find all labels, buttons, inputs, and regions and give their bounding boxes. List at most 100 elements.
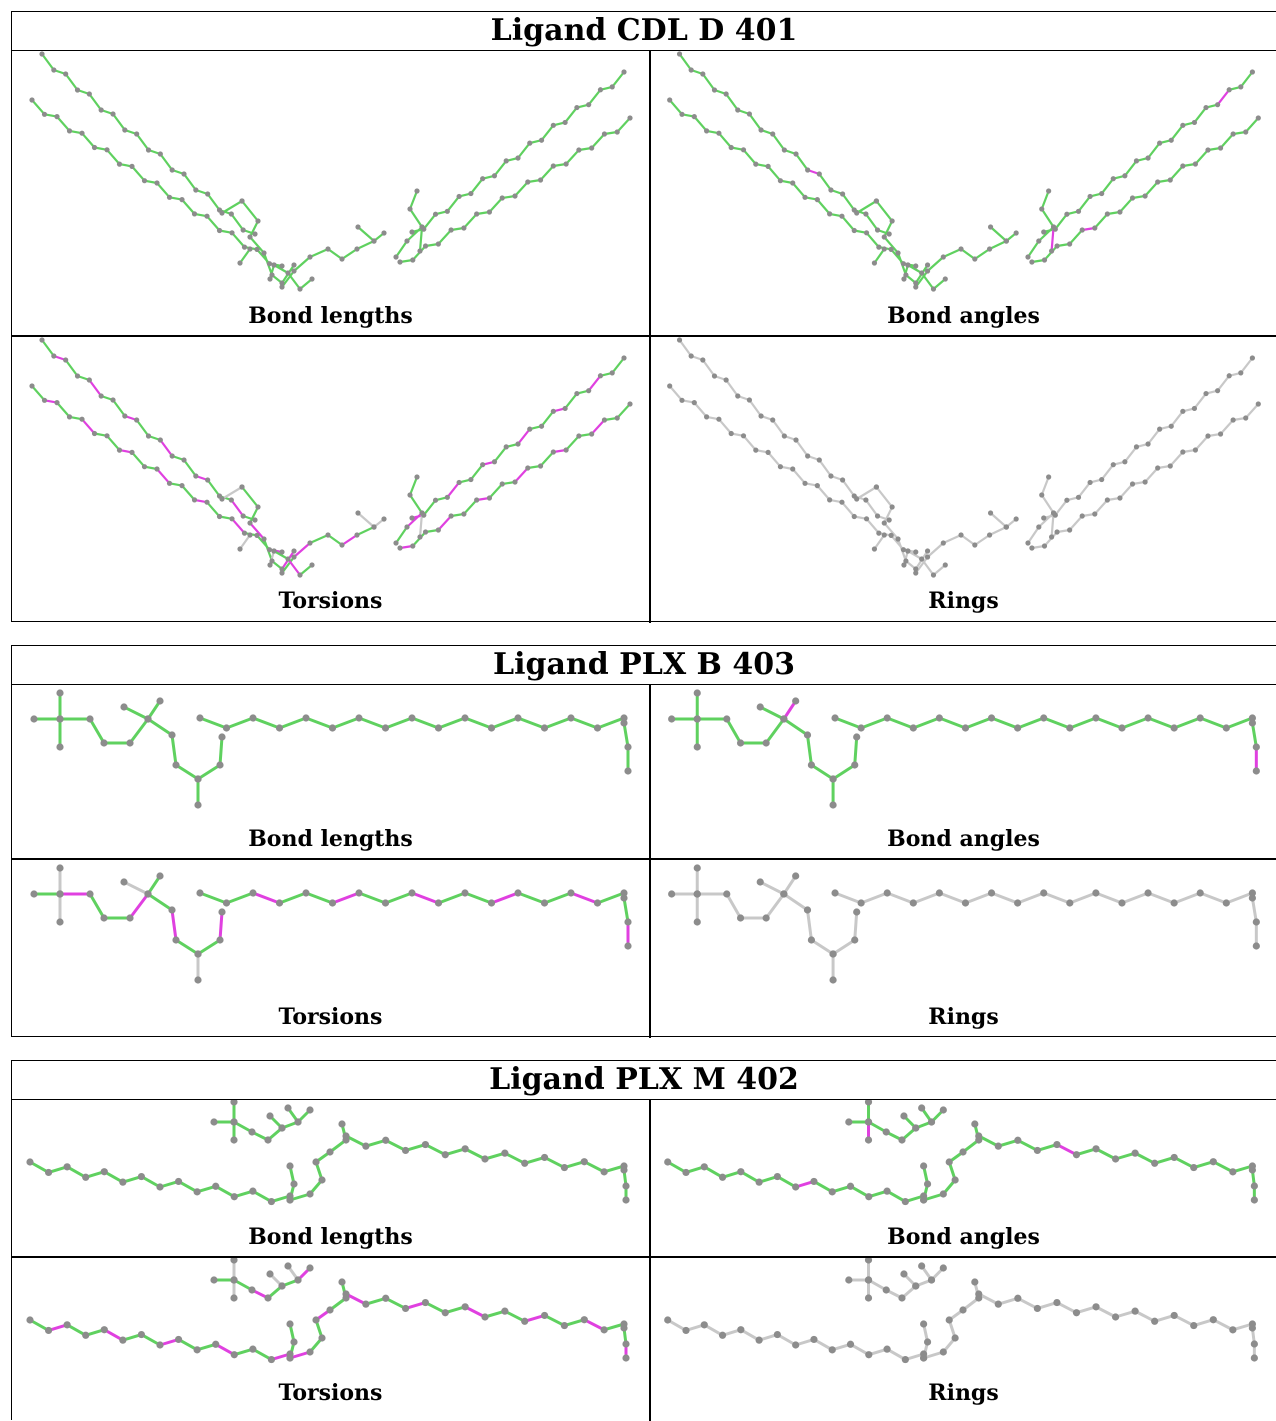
atom	[521, 1159, 529, 1167]
atom	[827, 211, 833, 217]
atom	[883, 1345, 891, 1353]
atom	[91, 430, 98, 437]
atom	[1217, 431, 1224, 437]
bond	[298, 277, 314, 291]
bond	[357, 891, 387, 905]
atom	[874, 227, 881, 233]
bond	[105, 148, 121, 166]
atom	[410, 543, 416, 549]
bond	[493, 159, 508, 177]
atom	[212, 1182, 220, 1190]
atom	[700, 71, 706, 77]
bond	[1026, 525, 1040, 545]
bond	[717, 418, 733, 435]
bond	[408, 493, 424, 515]
bond	[469, 463, 484, 481]
atom	[1092, 889, 1100, 897]
bond	[816, 484, 831, 501]
atom	[456, 479, 462, 486]
bond	[205, 501, 221, 518]
molecule-diagram	[664, 1100, 1258, 1206]
atom	[435, 241, 441, 247]
atom	[589, 431, 595, 437]
atom	[362, 1300, 370, 1308]
atom	[381, 230, 387, 236]
atom	[204, 213, 210, 219]
bond	[251, 716, 281, 730]
bond	[959, 247, 976, 261]
atom	[871, 260, 878, 266]
bond	[146, 717, 174, 737]
bond	[782, 892, 809, 912]
atom	[51, 353, 57, 359]
atom	[728, 430, 734, 437]
atom	[419, 224, 425, 230]
atom	[284, 1262, 292, 1270]
atom	[1111, 1155, 1120, 1163]
atom	[622, 1354, 630, 1362]
molecule-diagram	[30, 689, 632, 809]
atom	[120, 703, 128, 711]
bond	[146, 892, 174, 912]
atom	[716, 416, 722, 422]
atom	[218, 908, 226, 916]
atom	[851, 227, 857, 234]
bond	[355, 239, 376, 251]
atom	[525, 179, 531, 185]
cell-torsions: Torsions	[12, 1258, 649, 1408]
atom	[1243, 129, 1249, 135]
bond	[111, 398, 126, 418]
atom	[54, 400, 60, 406]
atom	[889, 218, 895, 224]
bond	[1146, 891, 1176, 905]
atom	[461, 1303, 469, 1311]
atom	[212, 1340, 220, 1348]
atom	[913, 549, 919, 555]
atom	[864, 1118, 873, 1126]
bond	[516, 142, 531, 160]
atom	[145, 147, 152, 153]
atom	[193, 187, 199, 193]
atom	[100, 914, 108, 922]
bond	[1042, 891, 1072, 905]
bond	[883, 219, 894, 239]
atom	[1036, 524, 1042, 530]
bond	[977, 1134, 1000, 1148]
atom	[371, 238, 377, 244]
atom	[935, 889, 943, 897]
bond	[873, 533, 886, 551]
bond	[616, 116, 632, 134]
atom	[252, 517, 258, 523]
atom	[901, 562, 907, 568]
atom	[491, 459, 498, 465]
bond	[503, 1151, 527, 1165]
atom	[562, 405, 568, 412]
atom	[972, 542, 978, 548]
atom	[51, 67, 57, 73]
atom	[622, 1196, 630, 1204]
atom	[381, 516, 387, 522]
atom	[230, 1276, 238, 1284]
bond	[1239, 70, 1254, 88]
atom	[129, 449, 135, 455]
bond	[859, 891, 889, 905]
bond	[356, 511, 376, 529]
bond	[1016, 716, 1046, 730]
atom	[930, 572, 937, 578]
atom	[193, 473, 199, 479]
atom	[1248, 1324, 1256, 1332]
cell-label: Rings	[928, 588, 999, 614]
bond	[742, 148, 757, 166]
atom	[39, 51, 45, 57]
atom	[945, 1158, 953, 1166]
bond	[959, 533, 976, 547]
atom	[909, 724, 917, 732]
atom	[790, 466, 796, 472]
bond	[875, 485, 894, 509]
bond	[238, 533, 252, 551]
atom	[586, 102, 592, 108]
atom	[312, 1316, 320, 1324]
atom	[264, 1136, 272, 1144]
atom	[1122, 459, 1128, 465]
bond	[88, 92, 103, 112]
